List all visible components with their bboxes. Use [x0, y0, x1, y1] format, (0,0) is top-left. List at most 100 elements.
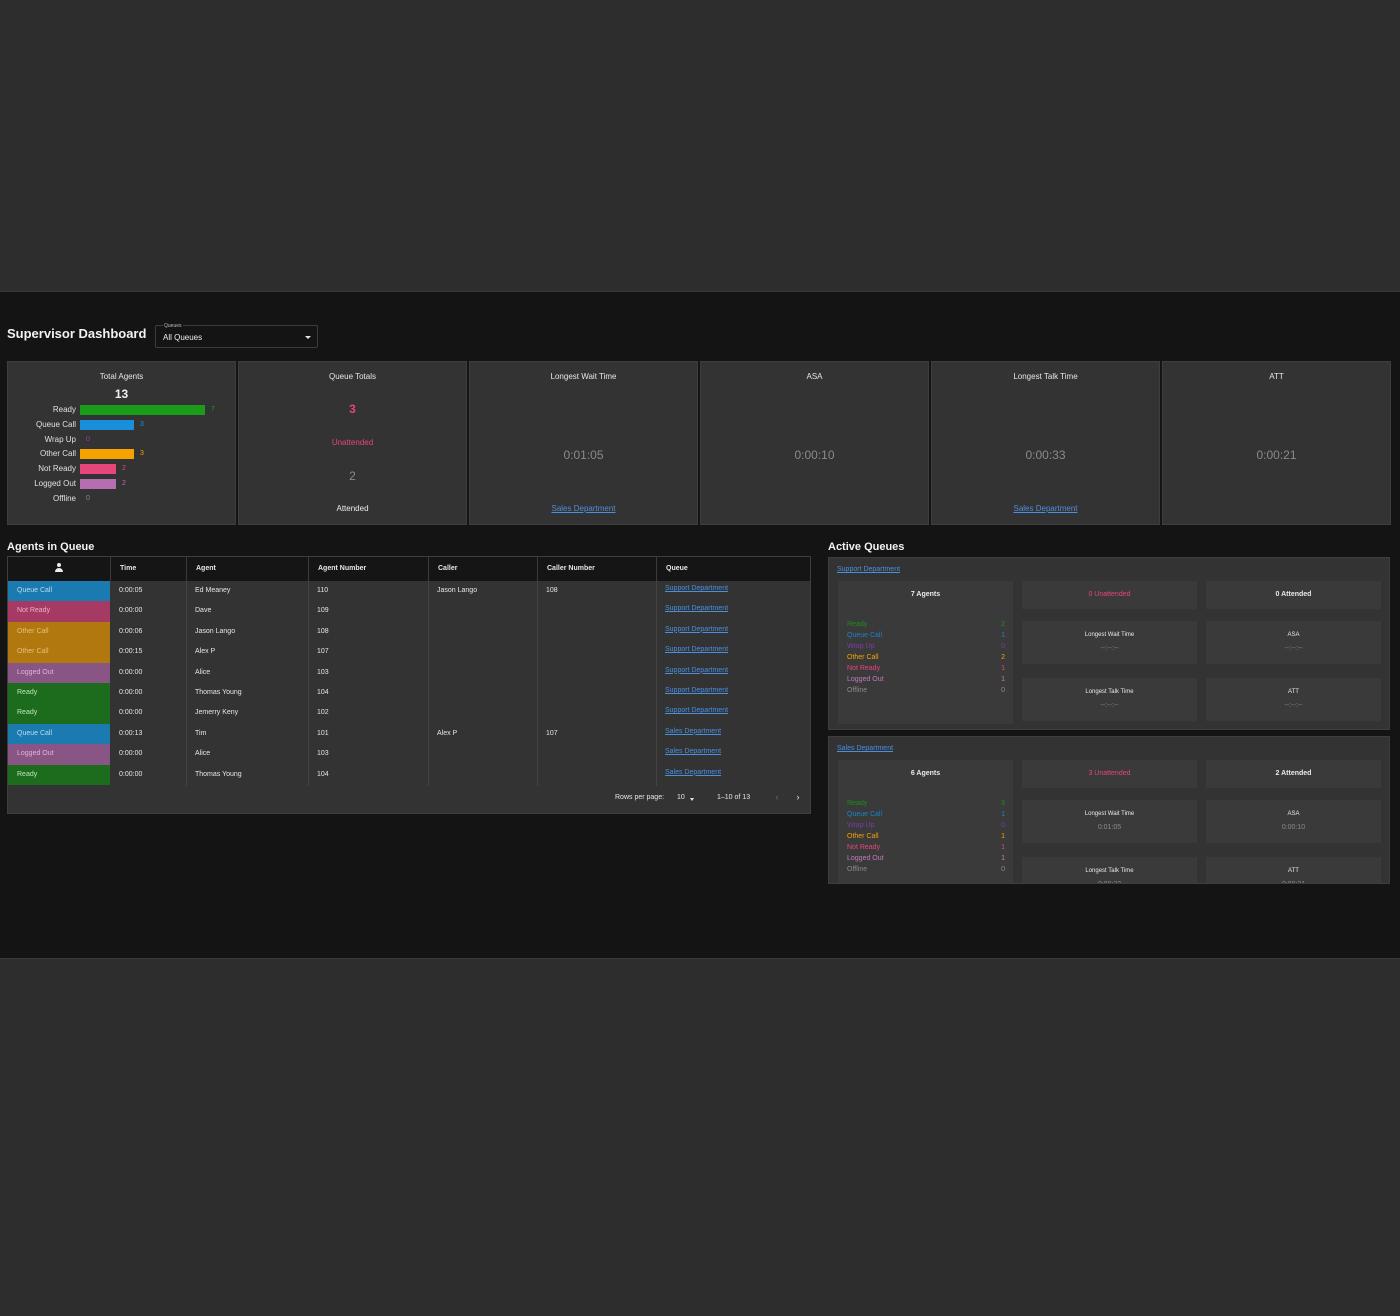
cell-agent: Ed Meaney [195, 587, 231, 594]
table-row[interactable]: Queue Call 0:00:13 Tim 101 Alex P 107 Sales De… [8, 723, 810, 745]
cell-caller-number [537, 703, 546, 723]
queue-asa-box: ASA 0:00:10 [1206, 800, 1381, 843]
queue-status-label: Queue Call [847, 632, 883, 639]
longest-wait-value: 0:01:05 [563, 448, 604, 462]
queue-status-label: Wrap Up [847, 643, 875, 650]
longest-talk-queue-link[interactable]: Sales Department [1013, 504, 1078, 513]
cell-caller-number [537, 683, 546, 703]
queue-asa-value: --:--:-- [1284, 645, 1303, 652]
table-row[interactable]: Not Ready 0:00:00 Dave 109 Support Departmen… [8, 601, 810, 622]
cell-agent-number: 107 [317, 648, 329, 656]
cell-agent-number: 101 [317, 729, 329, 737]
agent-status-label: Offline [53, 493, 76, 503]
agent-status-label: Other Call [39, 449, 76, 459]
queue-link[interactable]: Sales Department [665, 748, 722, 756]
queue-link[interactable]: Sales Department [665, 768, 722, 776]
agent-status-cell: Queue Call [8, 581, 110, 602]
queue-status-count: 1 [1001, 844, 1005, 851]
cell-time: 0:00:00 [119, 607, 143, 615]
cell-agent-number: 103 [317, 750, 329, 758]
cell-agent: Alice [195, 668, 211, 676]
queue-status-count: 1 [1001, 676, 1005, 683]
cell-caller-number: 107 [546, 729, 558, 737]
agent-status-cell: Other Call [8, 642, 110, 663]
queue-asa-value: 0:00:10 [1281, 824, 1306, 831]
pagination-range: 1–10 of 13 [717, 794, 751, 801]
table-row[interactable]: Queue Call 0:00:05 Ed Meaney 110 Jason Lango… [8, 581, 810, 602]
active-queues-title: Active Queues [828, 541, 905, 553]
agent-status-cell: Logged Out [8, 744, 110, 765]
queue-link[interactable]: Sales Department [665, 727, 722, 735]
agent-status-label: Logged Out [34, 479, 76, 488]
queue-attended-label: 0 Attended [1275, 591, 1312, 598]
agent-status-cell: Queue Call [8, 723, 110, 745]
longest-wait-card: Longest Wait Time 0:01:05 Sales Departme… [469, 361, 698, 525]
cell-time: 0:00:00 [119, 689, 143, 696]
queue-link[interactable]: Support Department [665, 687, 729, 694]
table-row[interactable]: Ready 0:00:00 Thomas Young 104 Sales Departm… [8, 764, 810, 785]
queue-unattended-label: 3 Unattended [1088, 770, 1131, 777]
active-queue-link[interactable]: Sales Department [837, 745, 894, 752]
queue-status-label: Other Call [847, 654, 879, 661]
cell-caller-number: 108 [546, 587, 558, 594]
caret-down-icon[interactable] [690, 798, 694, 801]
column-header-agent[interactable]: Agent [186, 557, 308, 581]
active-queue-link[interactable]: Support Department [837, 566, 901, 573]
queue-longest-wait-box: Longest Wait Time --:--:-- [1022, 621, 1197, 664]
queue-status-label: Offline [847, 687, 868, 694]
status-column-header[interactable] [8, 557, 110, 581]
table-row[interactable]: Ready 0:00:00 Jemerry Keny 102 Support Depar… [8, 703, 810, 724]
cell-agent: Tim [195, 729, 207, 737]
queue-link[interactable]: Support Department [665, 666, 729, 674]
column-divider [308, 581, 309, 786]
cell-agent: Alex P [195, 648, 216, 656]
agent-status-row: Queue Call 3 [8, 419, 237, 431]
chevron-right-icon[interactable]: › [796, 792, 800, 802]
table-row[interactable]: Logged Out 0:00:00 Alice 103 Support Departm… [8, 662, 810, 683]
table-row[interactable]: Logged Out 0:00:00 Alice 103 Sales Departmen… [8, 744, 810, 765]
queue-att-value: 0:00:21 [1206, 881, 1381, 883]
table-row[interactable]: Ready 0:00:00 Thomas Young 104 Support Depar… [8, 683, 810, 704]
table-row[interactable]: Other Call 0:00:15 Alex P 107 Support Depart… [8, 642, 810, 663]
rows-per-page-select[interactable]: 10 [677, 794, 685, 801]
queue-longest-talk-box: Longest Talk Time 0:00:33 [1022, 857, 1197, 883]
queue-select[interactable]: Queues All Queues [155, 323, 318, 348]
caret-down-icon[interactable] [305, 336, 311, 339]
queue-status-label: Not Ready [847, 665, 881, 672]
table-row[interactable]: Other Call 0:00:06 Jason Lango 108 Support D… [8, 621, 810, 643]
queue-att-value: --:--:-- [1284, 702, 1303, 709]
column-header-agent-number[interactable]: Agent Number [308, 557, 428, 581]
chevron-left-icon[interactable]: ‹ [775, 792, 779, 802]
agent-status-row: Offline 0 [8, 493, 237, 505]
queue-link[interactable]: Support Department [665, 605, 729, 613]
cell-caller [428, 663, 437, 683]
longest-wait-queue-link[interactable]: Sales Department [551, 504, 616, 513]
queue-att-title: ATT [1288, 689, 1299, 695]
attended-label: Attended [336, 504, 369, 513]
column-header-time[interactable]: Time [110, 557, 186, 581]
queue-status-count: 1 [1001, 665, 1005, 672]
column-header-queue[interactable]: Queue [656, 557, 810, 581]
queue-unattended-box: 0 Unattended [1022, 581, 1197, 609]
queue-status-label: Logged Out [847, 855, 884, 862]
queue-link[interactable]: Support Department [665, 707, 729, 715]
queue-longest-talk-value: 0:00:33 [1022, 881, 1197, 883]
queue-link[interactable]: Support Department [665, 585, 729, 592]
column-header-caller[interactable]: Caller [428, 557, 537, 581]
agent-status-row: Not Ready 2 [8, 463, 237, 475]
queue-link[interactable]: Support Department [665, 625, 729, 633]
queue-agents-box: 6 Agents Ready 3 Queue Call 1 Wrap Up 0 Other C… [838, 760, 1013, 883]
queue-link[interactable]: Support Department [665, 646, 729, 654]
agent-status-row: Ready 7 [8, 404, 237, 416]
queue-select-label: Queues [163, 323, 183, 329]
column-divider [186, 581, 187, 786]
cell-time: 0:00:05 [119, 587, 143, 594]
asa-value: 0:00:10 [794, 448, 835, 462]
queue-longest-talk-value: --:--:-- [1100, 702, 1119, 709]
queue-status-label: Wrap Up [847, 822, 875, 829]
column-header-caller-number[interactable]: Caller Number [537, 557, 656, 581]
cell-agent-number: 109 [317, 607, 329, 615]
queue-status-label: Other Call [847, 833, 879, 840]
agent-status-label: Not Ready [38, 464, 76, 474]
cell-caller-number [537, 642, 546, 662]
